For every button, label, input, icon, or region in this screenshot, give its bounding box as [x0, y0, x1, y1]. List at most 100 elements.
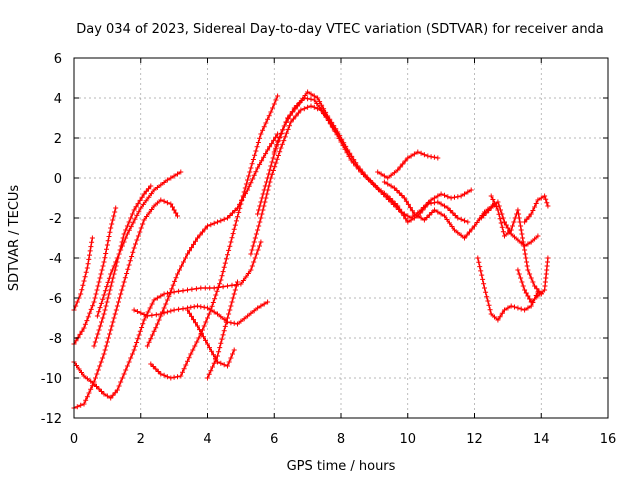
data-point [191, 241, 196, 247]
data-point [195, 303, 200, 309]
data-point [258, 239, 264, 245]
data-point [258, 215, 264, 221]
data-point [88, 378, 94, 384]
data-point [211, 220, 217, 226]
data-point [276, 138, 281, 144]
data-point [187, 310, 192, 316]
data-point [212, 296, 218, 302]
data-point [198, 304, 204, 310]
data-point [495, 199, 501, 205]
data-point [229, 299, 235, 305]
data-point [140, 321, 146, 327]
data-point [262, 183, 268, 189]
data-point [465, 219, 471, 225]
data-point [277, 149, 283, 155]
data-point [134, 309, 140, 314]
data-point [256, 223, 262, 229]
data-point [467, 229, 472, 235]
data-point [230, 295, 236, 301]
data-point [520, 235, 526, 241]
data-point [301, 95, 307, 101]
data-point [438, 211, 444, 217]
data-point [230, 351, 235, 357]
data-point [146, 210, 152, 216]
data-point [95, 367, 101, 373]
data-point [478, 215, 484, 221]
data-point [253, 231, 259, 237]
data-point [462, 218, 467, 224]
data-point [106, 234, 112, 239]
data-point [129, 254, 135, 259]
series-s6 [94, 169, 184, 319]
data-point [432, 207, 437, 213]
data-point [415, 213, 421, 219]
data-point [118, 247, 124, 253]
data-point [353, 160, 359, 166]
data-point [395, 167, 401, 173]
data-point [99, 319, 104, 325]
data-point [78, 291, 84, 297]
data-point [221, 362, 227, 368]
data-point [431, 195, 437, 201]
data-point [220, 284, 226, 290]
data-point [280, 127, 286, 133]
data-point [186, 355, 192, 361]
data-point [112, 311, 118, 317]
x-axis: 0 2 4 6 8 10 12 14 16 [70, 58, 616, 447]
data-point [483, 289, 489, 295]
data-point [314, 101, 320, 106]
data-point [317, 99, 323, 105]
data-point [428, 154, 434, 160]
data-point [528, 275, 534, 281]
data-point [108, 283, 114, 289]
data-point [273, 97, 279, 103]
data-point [487, 307, 493, 313]
data-point [114, 255, 120, 261]
data-point [351, 157, 357, 163]
data-point [97, 305, 103, 311]
data-point [388, 183, 394, 189]
data-point [255, 140, 261, 145]
data-point [253, 148, 259, 154]
series-s16 [381, 179, 497, 241]
data-point [438, 201, 444, 207]
data-point [232, 287, 238, 293]
data-point [248, 251, 254, 257]
data-point [170, 204, 175, 210]
data-point [206, 371, 212, 377]
data-point [257, 219, 263, 225]
data-point [258, 131, 264, 137]
data-point [191, 317, 196, 323]
data-point [168, 308, 174, 314]
data-point [151, 203, 157, 209]
data-point [110, 392, 116, 398]
data-point [107, 287, 113, 293]
data-point [375, 185, 381, 191]
data-point [161, 180, 167, 185]
data-point [347, 150, 353, 156]
data-point [164, 297, 170, 303]
data-point [518, 306, 524, 312]
data-point [225, 283, 230, 289]
x-tick-label: 6 [270, 432, 278, 447]
y-tick-label: 0 [54, 172, 62, 187]
data-point [74, 404, 80, 410]
data-point [185, 287, 190, 293]
data-point [208, 222, 214, 228]
data-point [233, 218, 239, 224]
data-point [522, 219, 528, 225]
data-point [146, 186, 151, 192]
series-s2 [71, 205, 119, 347]
data-point [85, 261, 91, 267]
data-point [508, 227, 514, 233]
data-point [528, 211, 534, 217]
data-point [271, 137, 277, 143]
data-point [228, 355, 234, 361]
data-point [288, 119, 294, 125]
data-point [249, 161, 255, 167]
data-point [85, 314, 91, 320]
data-point [231, 320, 237, 326]
data-point [251, 259, 257, 265]
data-point [258, 199, 264, 205]
data-point [193, 286, 199, 292]
